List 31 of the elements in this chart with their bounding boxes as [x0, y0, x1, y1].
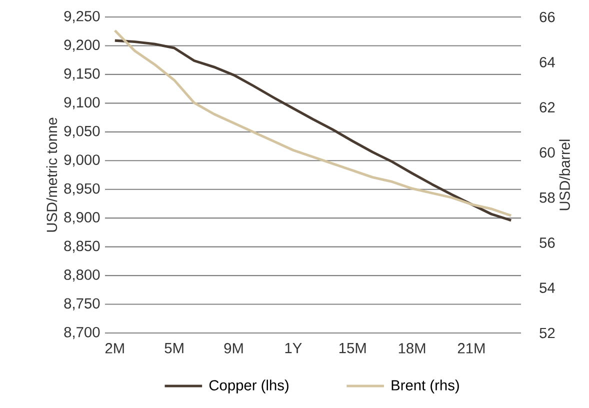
y2-tick-label: 60: [540, 147, 555, 158]
y-tick-label: 9,050: [64, 126, 100, 138]
y2-tick-label: 54: [540, 282, 555, 293]
y-tick-label: 8,900: [64, 212, 100, 224]
legend-label: Copper (lhs): [209, 380, 288, 394]
y-tick-label: 8,950: [64, 183, 100, 196]
x-tick-label: 1Y: [285, 343, 302, 354]
y2-tick-label: 66: [540, 12, 555, 22]
x-tick-label: 5M: [164, 343, 184, 354]
y2-tick-label: 52: [540, 328, 555, 338]
x-tick-label: 18M: [398, 343, 426, 354]
y-tick-label: 8,850: [64, 240, 100, 253]
x-tick-label: 21M: [458, 343, 485, 354]
y-tick-label: 9,150: [64, 68, 100, 81]
x-tick-label: 15M: [339, 343, 366, 354]
y2-tick-label: 58: [540, 192, 555, 203]
y2-tick-label: 56: [540, 238, 555, 248]
y-tick-label: 8,800: [64, 270, 100, 282]
y2-axis-title: USD/barrel: [559, 140, 570, 210]
y-axis-title: USD/metric tonne: [46, 118, 58, 232]
y-tick-label: 8,700: [64, 326, 100, 340]
y2-tick-label: 64: [540, 56, 555, 68]
legend-label: Brent (rhs): [392, 380, 459, 394]
x-tick-label: 2M: [105, 343, 124, 354]
y-tick-label: 9,200: [64, 40, 100, 52]
y-tick-label: 8,750: [64, 298, 100, 310]
y2-tick-label: 62: [540, 102, 555, 112]
y-tick-label: 9,250: [64, 10, 100, 24]
y-tick-label: 9,000: [64, 154, 100, 167]
x-tick-label: 9M: [224, 343, 243, 354]
y-tick-label: 9,100: [64, 97, 100, 110]
